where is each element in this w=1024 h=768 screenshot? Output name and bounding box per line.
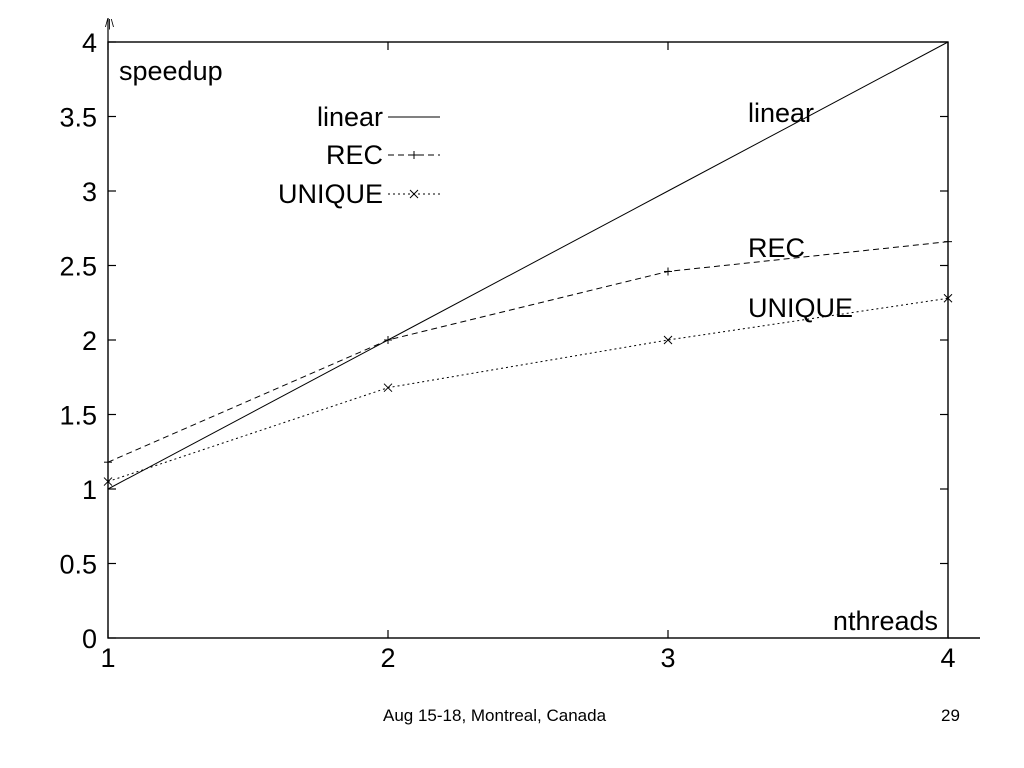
footer-venue: Aug 15-18, Montreal, Canada bbox=[383, 706, 607, 725]
series-end-labels: linear REC UNIQUE bbox=[748, 98, 853, 323]
y-tick-label: 3.5 bbox=[59, 103, 97, 133]
marker-plus bbox=[410, 151, 418, 159]
y-tick-label: 3 bbox=[82, 177, 97, 207]
x-tick-label: 2 bbox=[380, 643, 395, 673]
series-rec bbox=[104, 237, 952, 467]
y-tick-label: 2.5 bbox=[59, 252, 97, 282]
corner-mark: /|\ bbox=[105, 18, 115, 30]
x-axis-label: nthreads bbox=[833, 606, 938, 636]
end-label-unique: UNIQUE bbox=[748, 293, 853, 323]
series-line bbox=[107, 297, 949, 483]
series-linear bbox=[107, 41, 949, 490]
chart-legend: linear REC UNIQUE bbox=[278, 102, 440, 209]
series-line bbox=[107, 241, 949, 463]
page-number: 29 bbox=[941, 706, 960, 725]
series-line bbox=[107, 41, 949, 490]
end-label-rec: REC bbox=[748, 233, 805, 263]
y-tick-label: 1.5 bbox=[59, 401, 97, 431]
legend-label: REC bbox=[326, 140, 383, 170]
marker-cross bbox=[943, 293, 953, 303]
marker-cross bbox=[409, 189, 419, 199]
legend-label: UNIQUE bbox=[278, 179, 383, 209]
marker-plus bbox=[384, 336, 392, 344]
legend-entry-unique: UNIQUE bbox=[278, 179, 440, 209]
y-tick-label: 2 bbox=[82, 326, 97, 356]
legend-label: linear bbox=[317, 102, 383, 132]
legend-entry-rec: REC bbox=[326, 140, 440, 170]
marker-cross bbox=[383, 383, 393, 393]
series-lines bbox=[103, 41, 953, 490]
series-unique bbox=[103, 293, 953, 486]
y-tick-label: 0.5 bbox=[59, 550, 97, 580]
marker-cross bbox=[663, 335, 673, 345]
marker-cross bbox=[103, 477, 113, 486]
marker-plus bbox=[664, 267, 672, 276]
marker-plus bbox=[944, 237, 952, 246]
y-tick-label: 4 bbox=[82, 28, 97, 58]
end-label-linear: linear bbox=[748, 98, 814, 128]
x-tick-label: 3 bbox=[660, 643, 675, 673]
y-axis-label: speedup bbox=[119, 56, 223, 86]
y-tick-label: 0 bbox=[82, 624, 97, 654]
x-tick-label: 1 bbox=[100, 643, 115, 673]
plot-frame bbox=[107, 18, 980, 639]
marker-plus bbox=[104, 458, 112, 467]
y-axis-ticks: 0 0.5 1 1.5 2 2.5 3 3.5 4 bbox=[59, 28, 948, 654]
speedup-chart: 0 0.5 1 1.5 2 2.5 3 3.5 4 1 2 3 4 linear REC UNIQUE l… bbox=[59, 18, 980, 673]
x-tick-label: 4 bbox=[940, 643, 955, 673]
x-axis-ticks: 1 2 3 4 bbox=[100, 42, 956, 673]
y-tick-label: 1 bbox=[82, 475, 97, 505]
legend-entry-linear: linear bbox=[317, 102, 440, 132]
plot-border bbox=[107, 41, 949, 639]
